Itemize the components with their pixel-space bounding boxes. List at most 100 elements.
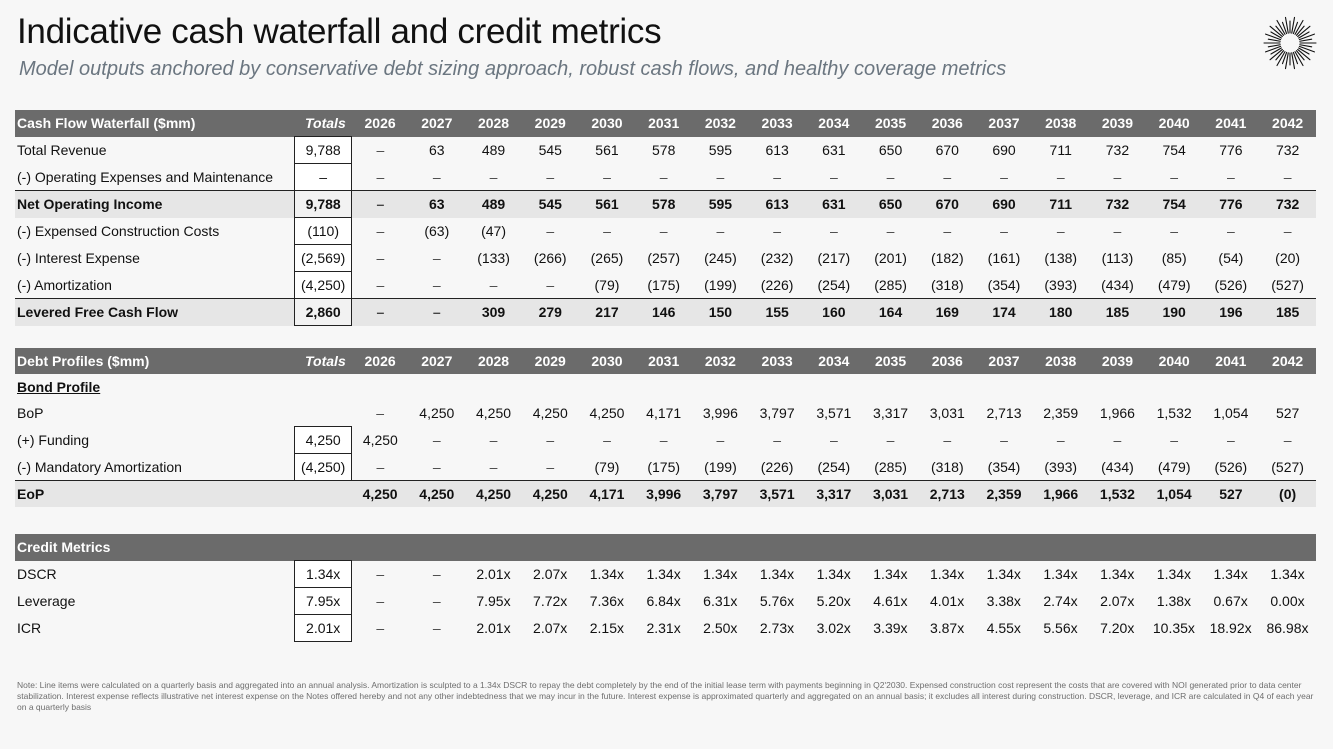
year-value: 5.76x <box>759 593 795 609</box>
year-value: (526) <box>1214 458 1248 475</box>
year-value: 1,532 <box>1089 480 1146 507</box>
year-value: 4,250 <box>465 480 522 507</box>
year-value: 732 <box>1275 142 1300 158</box>
year-value: – <box>546 432 555 448</box>
year-value: 3.38x <box>986 593 1021 609</box>
year-value: – <box>1226 223 1235 239</box>
year-value: (138) <box>1044 250 1078 266</box>
year-value: – <box>1056 432 1065 448</box>
year-value: 185 <box>1259 298 1316 326</box>
year-value: 776 <box>1219 142 1243 158</box>
year-value: 4,250 <box>521 480 579 507</box>
year-value: 169 <box>918 298 976 326</box>
year-value: 670 <box>918 190 976 218</box>
starburst-logo-icon <box>1263 16 1317 70</box>
year-header: 2031 <box>635 110 693 137</box>
year-value: 4,250 <box>589 405 625 422</box>
year-value: 2.74x <box>1043 593 1078 609</box>
year-value: – <box>1170 432 1179 448</box>
year-value: 2,713 <box>918 480 976 507</box>
year-header: 2027 <box>408 348 466 374</box>
row-label: Net Operating Income <box>15 190 295 218</box>
year-value: 545 <box>538 142 562 158</box>
year-value: – <box>1170 223 1179 239</box>
year-value: – <box>408 298 466 326</box>
year-value: 670 <box>935 142 959 158</box>
year-value: 631 <box>805 190 863 218</box>
year-header: 2042 <box>1259 348 1316 374</box>
year-value: – <box>1000 223 1008 239</box>
year-value: (175) <box>647 276 681 293</box>
table-row: (-) Interest Expense (2,569) – – (133) (266) (… <box>15 244 1316 272</box>
year-value: 1.34x <box>873 566 908 582</box>
debt-header-row: Debt Profiles ($mm) Totals 2026 2027 2028 2… <box>15 348 1316 374</box>
year-value: 489 <box>465 190 522 218</box>
year-value: – <box>376 223 385 239</box>
row-total: 2,860 <box>294 298 353 326</box>
year-value: 2,359 <box>1043 405 1079 422</box>
year-header: 2029 <box>521 348 579 374</box>
year-value: 732 <box>1259 190 1316 218</box>
year-value: 489 <box>481 142 506 158</box>
table-row: (-) Operating Expenses and Maintenance – –… <box>15 163 1316 191</box>
row-label: Levered Free Cash Flow <box>15 298 295 326</box>
year-value: – <box>376 168 385 185</box>
year-value: – <box>773 168 782 185</box>
year-header: 2034 <box>805 110 863 137</box>
year-header: 2040 <box>1145 110 1203 137</box>
year-header: 2032 <box>692 348 749 374</box>
row-total: 9,788 <box>294 136 353 164</box>
year-value: – <box>432 432 441 448</box>
year-value: 146 <box>635 298 693 326</box>
year-value: – <box>376 620 385 636</box>
year-value: – <box>432 458 441 475</box>
year-value: 3,317 <box>873 405 909 422</box>
year-value: 2,713 <box>986 405 1022 422</box>
year-value: – <box>432 168 441 185</box>
year-value: 18.92x <box>1209 620 1252 636</box>
table-row: (+) Funding 4,250 4,250 – – – – – – – – – – – – – – – – <box>15 426 1316 454</box>
year-value: (354) <box>987 276 1021 293</box>
year-value: – <box>1000 168 1008 185</box>
year-value: 217 <box>578 298 636 326</box>
year-value: – <box>1056 223 1065 239</box>
credit-metrics-table: Credit Metrics DSCR 1.34x – – 2.01x 2.07x 1.34… <box>15 534 1316 642</box>
year-value: 3,996 <box>635 480 693 507</box>
year-value: – <box>1283 168 1292 185</box>
year-value: – <box>886 223 895 239</box>
year-value: 527 <box>1275 405 1300 422</box>
year-header: 2039 <box>1089 110 1146 137</box>
year-value: 1.34x <box>1270 566 1305 582</box>
year-value: 561 <box>595 142 619 158</box>
year-value: – <box>489 276 498 293</box>
year-value: – <box>351 298 409 326</box>
year-header: 2028 <box>465 348 522 374</box>
year-value: 155 <box>748 298 806 326</box>
year-value: – <box>829 223 838 239</box>
year-header: 2026 <box>351 110 409 137</box>
year-value: – <box>432 566 441 582</box>
year-value: 545 <box>521 190 579 218</box>
year-value: 10.35x <box>1152 620 1195 636</box>
year-header: 2029 <box>521 110 579 137</box>
year-value: – <box>659 168 668 185</box>
footnote: Note: Line items were calculated on a qu… <box>17 680 1314 712</box>
year-value: 732 <box>1089 190 1146 218</box>
year-value: – <box>376 142 385 158</box>
year-value: 5.20x <box>816 593 851 609</box>
year-value: – <box>376 593 385 609</box>
year-value: (47) <box>481 223 506 239</box>
year-value: 7.95x <box>476 593 511 609</box>
year-value: 3,031 <box>929 405 965 422</box>
year-value: 1.34x <box>1100 566 1135 582</box>
year-value: 7.20x <box>1100 620 1135 636</box>
year-value: (175) <box>647 458 681 475</box>
year-value: – <box>1000 432 1008 448</box>
year-value: (527) <box>1271 276 1304 293</box>
year-value: (201) <box>874 250 907 266</box>
row-label: EoP <box>15 480 295 507</box>
year-header: 2042 <box>1259 110 1316 137</box>
year-value: – <box>716 223 725 239</box>
year-value: 776 <box>1202 190 1260 218</box>
row-label: BoP <box>17 405 44 422</box>
